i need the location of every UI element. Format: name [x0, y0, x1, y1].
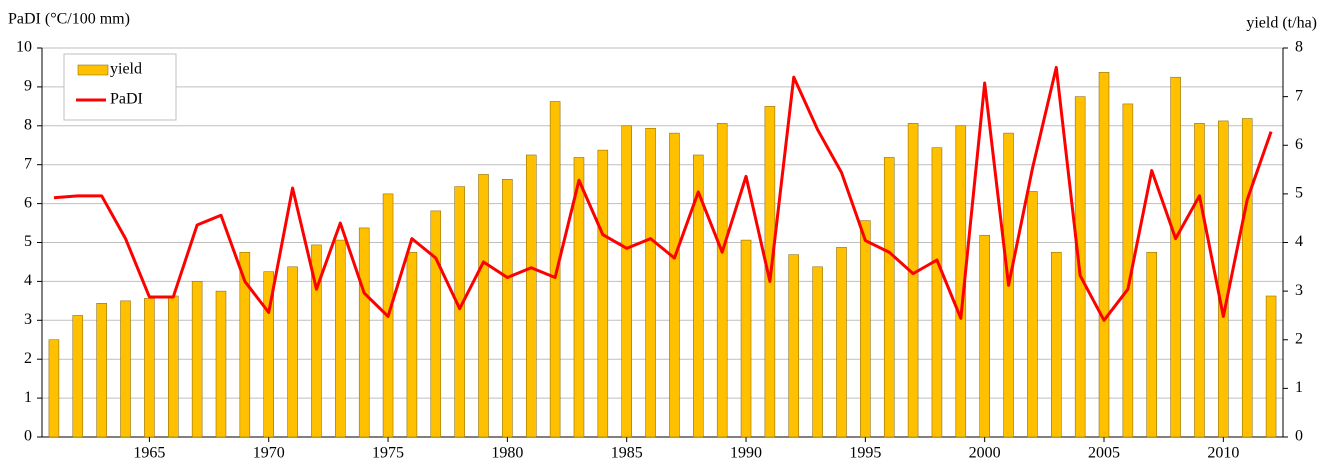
y-tick-label: 9 [24, 78, 32, 95]
y-tick-label: 1 [24, 389, 32, 406]
bar [1265, 295, 1277, 438]
bar [502, 179, 513, 438]
bar [406, 251, 418, 438]
y2-tick-label: 6 [1295, 136, 1303, 153]
bar [72, 315, 84, 438]
bar [883, 157, 895, 438]
bar [1241, 118, 1253, 438]
bar [144, 298, 155, 438]
x-tick-label: 2000 [969, 445, 1001, 462]
bar [1098, 72, 1110, 438]
bar [358, 227, 370, 438]
y-axis-title: PaDI (°C/100 mm) [8, 11, 130, 28]
bar [549, 101, 561, 438]
x-tick-label: 1970 [253, 445, 285, 462]
bar [860, 220, 871, 438]
bar [1146, 251, 1157, 438]
bar [645, 127, 656, 438]
x-tick-label: 1980 [491, 445, 523, 462]
bar [239, 251, 251, 438]
bar [669, 132, 680, 438]
bar [1218, 120, 1229, 438]
bar [191, 281, 203, 438]
bar [478, 174, 489, 438]
y2-tick-label: 2 [1295, 330, 1303, 347]
y2-axis-title: yield (t/ha) [1246, 15, 1317, 32]
y-tick-label: 7 [24, 155, 32, 172]
y2-tick-label: 0 [1295, 428, 1303, 445]
x-tick-label: 1995 [849, 445, 881, 462]
y-tick-label: 2 [24, 350, 32, 367]
y-tick-label: 4 [24, 272, 32, 289]
y2-tick-label: 8 [1295, 39, 1303, 56]
bar [597, 149, 609, 438]
bar [931, 147, 943, 438]
y2-tick-label: 4 [1295, 233, 1303, 250]
legend-label: yield [110, 61, 142, 78]
x-tick-label: 2005 [1088, 445, 1120, 462]
x-tick-label: 1965 [133, 445, 165, 462]
bar [621, 125, 632, 438]
bar [740, 239, 752, 438]
bar [788, 254, 800, 438]
bar [812, 266, 823, 438]
bar [979, 234, 990, 438]
y-tick-label: 0 [24, 428, 32, 445]
bar [525, 154, 537, 438]
bar [215, 290, 227, 438]
y2-tick-label: 7 [1295, 87, 1303, 104]
bar [168, 295, 179, 438]
x-tick-label: 1990 [730, 445, 762, 462]
bar [48, 339, 60, 438]
bar [693, 154, 704, 438]
bar [120, 300, 131, 438]
y2-tick-label: 3 [1295, 282, 1303, 299]
bar [907, 123, 919, 438]
y2-tick-label: 1 [1295, 379, 1303, 396]
y2-tick-label: 5 [1295, 185, 1303, 202]
bar [454, 186, 465, 438]
bar [263, 271, 274, 438]
bar [335, 239, 346, 438]
x-tick-label: 1975 [372, 445, 404, 462]
bar [836, 247, 847, 438]
bar [287, 266, 298, 438]
bar [1194, 123, 1205, 438]
bar [1051, 251, 1062, 438]
bar [311, 244, 322, 438]
y-tick-label: 6 [24, 194, 32, 211]
bar [1027, 191, 1038, 438]
bar [96, 303, 107, 438]
y-tick-label: 8 [24, 116, 32, 133]
bar [1170, 76, 1181, 438]
y-tick-label: 3 [24, 311, 32, 328]
x-tick-label: 2010 [1207, 445, 1239, 462]
bar [430, 210, 442, 438]
bar [716, 123, 728, 438]
legend-label: PaDI [110, 91, 143, 108]
legend-swatch [77, 64, 109, 76]
x-tick-label: 1985 [611, 445, 643, 462]
bar [573, 157, 585, 438]
y-tick-label: 5 [24, 233, 32, 250]
line [53, 65, 1273, 322]
y-tick-label: 10 [16, 39, 32, 56]
